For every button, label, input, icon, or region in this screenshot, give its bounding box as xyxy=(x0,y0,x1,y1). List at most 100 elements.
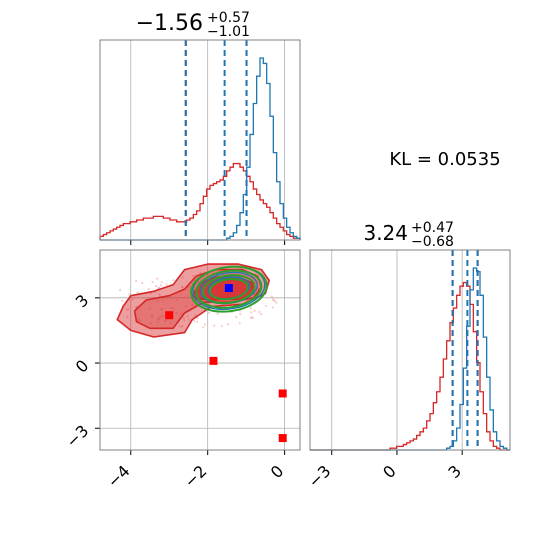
joint-sample-point-137 xyxy=(238,322,241,325)
joint-sample-point-7 xyxy=(141,282,144,285)
joint-sample-point-19 xyxy=(249,307,252,310)
joint-sample-point-121 xyxy=(181,276,184,279)
joint-sample-point-23 xyxy=(158,293,161,296)
joint-sample-point-13 xyxy=(151,315,154,318)
joint-sample-point-3 xyxy=(156,277,159,280)
joint-xtick-label-0: −4 xyxy=(103,461,133,491)
joint-marker-red-2 xyxy=(278,389,287,398)
hist-param1-hist-red xyxy=(99,162,301,240)
joint-sample-point-40 xyxy=(213,324,216,327)
joint-contour-green-3 xyxy=(190,265,268,313)
joint-sample-point-101 xyxy=(250,311,253,314)
joint-ytick-label-1: 0 xyxy=(72,356,93,377)
joint-sample-point-91 xyxy=(159,316,162,319)
joint-sample-point-94 xyxy=(191,303,194,306)
joint-contour-green-1 xyxy=(202,274,256,305)
joint-sample-point-136 xyxy=(180,325,183,328)
joint-sample-point-116 xyxy=(220,324,223,328)
joint-sample-point-33 xyxy=(235,315,238,319)
title-param1-minus: −1.01 xyxy=(207,24,250,40)
joint-sample-point-78 xyxy=(239,312,242,315)
joint-sample-point-97 xyxy=(180,285,183,288)
joint-sample-point-34 xyxy=(150,314,154,317)
joint-sample-point-54 xyxy=(187,318,191,321)
title-param1-plus: +0.57 xyxy=(207,10,250,26)
joint-sample-point-37 xyxy=(180,312,183,315)
joint-sample-point-103 xyxy=(196,320,199,323)
joint-sample-point-67 xyxy=(169,321,172,324)
joint-sample-point-127 xyxy=(199,271,202,275)
joint-sample-point-30 xyxy=(160,281,163,284)
joint-sample-point-46 xyxy=(128,293,131,296)
joint-sample-point-53 xyxy=(160,308,164,311)
joint-sample-point-130 xyxy=(264,304,268,308)
joint-sample-point-8 xyxy=(184,305,188,308)
joint-sample-point-133 xyxy=(131,298,134,301)
joint-sample-point-129 xyxy=(119,288,122,291)
joint-sample-point-75 xyxy=(192,274,195,277)
title-param2-plus: +0.47 xyxy=(411,220,454,236)
joint-sample-point-113 xyxy=(156,320,160,324)
hist-param1 xyxy=(99,39,301,245)
joint-sample-point-132 xyxy=(160,284,163,287)
joint-sample-point-27 xyxy=(156,299,160,303)
joint-sample-point-79 xyxy=(151,280,154,284)
hist-param2-hist-blue xyxy=(310,267,510,451)
joint-sample-point-118 xyxy=(161,299,164,302)
joint-contour-green-2 xyxy=(195,269,263,309)
title-param1-median: −1.56 xyxy=(136,11,203,36)
title-param2-median: 3.24 xyxy=(363,221,408,245)
joint-sample-point-135 xyxy=(156,318,160,321)
hist-param2-hist-red xyxy=(310,281,510,451)
title-param2-minus: −0.68 xyxy=(411,234,454,250)
joint-sample-point-35 xyxy=(121,299,124,302)
joint-sample-point-88 xyxy=(202,326,205,329)
joint-sample-point-2 xyxy=(183,319,186,322)
joint-frame xyxy=(99,249,301,451)
joint-sample-point-73 xyxy=(273,300,276,303)
joint-sample-point-25 xyxy=(158,286,161,289)
joint-sample-point-74 xyxy=(196,317,199,320)
joint-sample-point-128 xyxy=(203,323,207,326)
joint-contour-green-0 xyxy=(208,277,249,301)
joint-sample-point-38 xyxy=(148,307,151,310)
joint-sample-point-108 xyxy=(126,315,129,318)
joint-xtick-label-2: 0 xyxy=(267,461,288,482)
joint-sample-point-55 xyxy=(175,311,178,314)
title-param2: 3.24 +0.47 −0.68 xyxy=(363,220,453,250)
joint-sample-point-72 xyxy=(249,316,252,319)
joint-sample-point-95 xyxy=(172,279,175,282)
joint-sample-point-57 xyxy=(135,279,138,283)
joint-ytick-label-0: −3 xyxy=(62,421,92,451)
joint-sample-point-12 xyxy=(253,309,256,312)
joint-xtick-label-1: −2 xyxy=(180,461,210,491)
hist-param2-frame xyxy=(309,249,511,451)
joint-sample-point-5 xyxy=(164,319,167,322)
joint-sample-point-98 xyxy=(161,314,164,317)
joint-marker-blue-0 xyxy=(224,284,233,293)
joint-sample-point-39 xyxy=(165,283,168,286)
joint-sample-point-138 xyxy=(136,291,139,294)
hist-param2-xtick-label-0: −3 xyxy=(304,461,334,491)
hist-param2-xtick-label-2: 3 xyxy=(444,461,465,482)
joint-sample-point-59 xyxy=(272,298,275,301)
joint-sample-point-81 xyxy=(182,317,185,320)
joint-sample-point-83 xyxy=(275,301,278,304)
joint-sample-point-24 xyxy=(207,302,211,305)
joint-sample-point-68 xyxy=(175,298,179,302)
kl-annotation: KL = 0.0535 xyxy=(389,149,500,170)
joint-sample-point-29 xyxy=(154,285,158,288)
joint-sample-point-100 xyxy=(226,323,230,326)
joint-marker-red-3 xyxy=(278,434,287,443)
joint-sample-point-84 xyxy=(137,318,141,321)
hist-param2-xtick-label-1: 0 xyxy=(379,461,400,482)
joint-marker-red-1 xyxy=(209,356,218,365)
joint-sample-point-14 xyxy=(259,313,263,316)
joint-sample-point-86 xyxy=(172,307,175,310)
joint-sample-point-6 xyxy=(208,311,211,314)
joint-marker-red-0 xyxy=(165,311,174,320)
joint-sample-point-50 xyxy=(194,313,197,316)
joint-sample-point-4 xyxy=(193,319,196,322)
joint-sample-point-104 xyxy=(178,325,181,328)
